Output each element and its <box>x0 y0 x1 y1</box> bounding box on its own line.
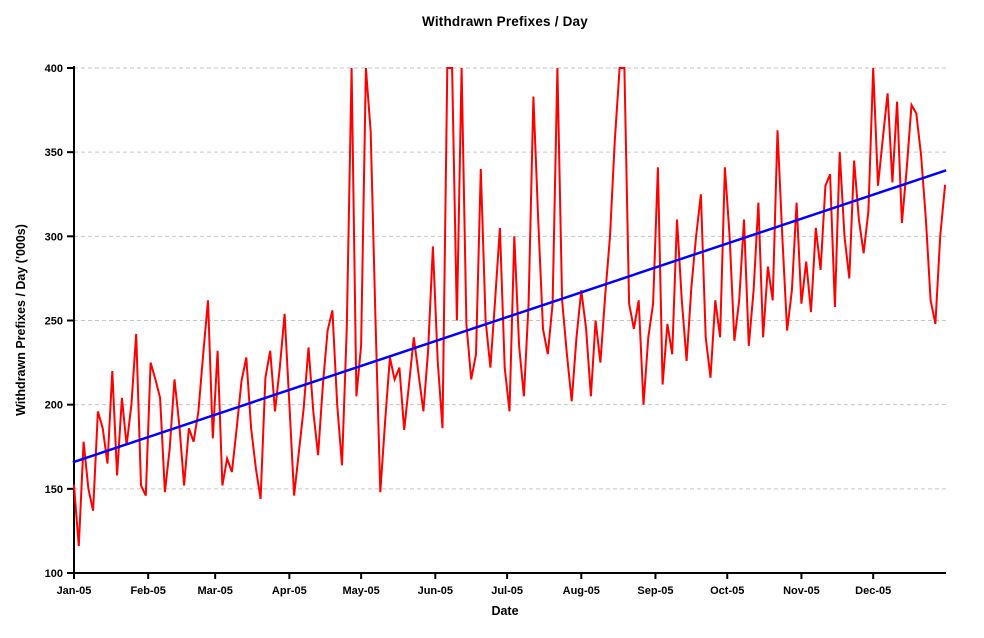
x-tick-label: Apr-05 <box>272 585 307 597</box>
y-axis-title: Withdrawn Prefixes / Day ('000s) <box>14 224 28 416</box>
axes <box>73 66 946 574</box>
tick-labels: 100 150 200 250 300 350 400 Jan-05 Feb-05 Mar-05 A… <box>45 63 892 597</box>
x-tick-label: May-05 <box>342 585 379 597</box>
y-tick-label: 400 <box>45 63 63 75</box>
y-tick-label: 300 <box>45 231 63 243</box>
x-tick-label: Oct-05 <box>710 585 744 597</box>
x-tick-label: Feb-05 <box>130 585 165 597</box>
x-tick-label: Mar-05 <box>197 585 232 597</box>
x-axis-title: Date <box>491 604 518 618</box>
x-tick-label: Jul-05 <box>491 585 523 597</box>
series-lines <box>72 67 947 547</box>
chart-title: Withdrawn Prefixes / Day <box>422 14 588 29</box>
x-tick-label: Jun-05 <box>418 585 453 597</box>
x-tick-label: Sep-05 <box>637 585 673 597</box>
y-tick-label: 250 <box>45 316 63 328</box>
x-tick-label: Aug-05 <box>563 585 600 597</box>
y-tick-label: 150 <box>45 484 63 496</box>
daily-series-line <box>72 67 947 547</box>
axis-ticks <box>67 67 875 579</box>
trend-line <box>72 169 947 464</box>
x-tick-label: Dec-05 <box>855 585 891 597</box>
x-tick-label: Jan-05 <box>57 585 92 597</box>
y-tick-label: 350 <box>45 147 63 159</box>
gridlines <box>74 67 947 490</box>
y-tick-label: 200 <box>45 400 63 412</box>
y-tick-label: 100 <box>45 568 63 580</box>
x-tick-label: Nov-05 <box>783 585 820 597</box>
